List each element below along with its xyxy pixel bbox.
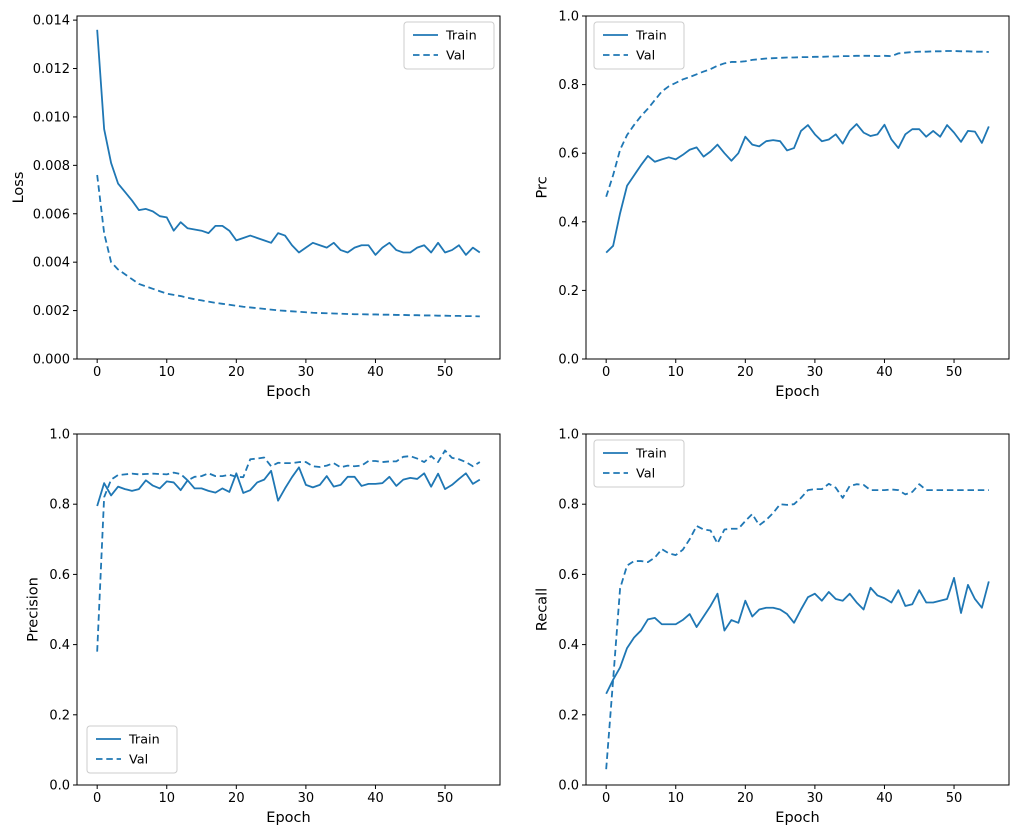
y-axis-label: Loss: [11, 172, 27, 204]
x-tick-label: 30: [807, 791, 824, 806]
legend-train-label: Train: [128, 733, 160, 748]
x-tick-label: 50: [437, 791, 454, 806]
y-tick-label: 0.0: [49, 779, 70, 794]
legend: Train Val: [86, 725, 178, 774]
y-tick-label: 0.6: [558, 147, 579, 162]
y-tick-label: 0.0: [558, 353, 579, 368]
x-tick-label: 20: [228, 791, 245, 806]
y-tick-label: 0.6: [49, 568, 70, 583]
x-tick-label: 30: [807, 365, 824, 380]
y-tick-label: 1.0: [49, 428, 70, 443]
train-line: [96, 466, 481, 507]
y-tick-label: 0.002: [33, 304, 70, 319]
legend: Train Val: [403, 21, 495, 70]
val-line: [605, 50, 989, 198]
y-tick-label: 0.8: [558, 498, 579, 513]
legend: Train Val: [593, 21, 685, 70]
plot-frame: [76, 15, 501, 360]
y-axis: 0.0 0.2 0.4 0.6 0.8 1.0: [49, 428, 77, 794]
val-line: [96, 174, 480, 318]
x-tick-label: 0: [602, 365, 610, 380]
legend-train-label: Train: [635, 29, 667, 44]
x-tick-label: 40: [367, 791, 384, 806]
plot-frame: [76, 433, 501, 786]
x-tick-label: 10: [158, 791, 175, 806]
y-tick-label: 0.8: [49, 498, 70, 513]
y-axis-label: Precision: [25, 577, 41, 642]
plot-frame: [585, 433, 1010, 786]
x-tick-label: 10: [667, 365, 684, 380]
legend-box: [593, 439, 685, 488]
y-axis: 0.0 0.2 0.4 0.6 0.8 1.0: [558, 10, 586, 368]
y-tick-label: 0.000: [33, 353, 70, 368]
y-tick-label: 0.4: [558, 215, 579, 230]
val-line: [605, 482, 989, 770]
x-tick-label: 50: [946, 365, 963, 380]
x-axis-label: Epoch: [775, 384, 819, 400]
y-tick-label: 0.8: [558, 78, 579, 93]
legend-val-label: Val: [636, 49, 655, 64]
y-tick-label: 0.008: [33, 159, 70, 174]
x-tick-label: 20: [737, 365, 754, 380]
y-tick-label: 0.2: [558, 708, 579, 723]
legend-train-label: Train: [635, 447, 667, 462]
y-tick-label: 0.2: [558, 284, 579, 299]
y-tick-label: 0.0: [558, 779, 579, 794]
y-tick-label: 0.004: [33, 256, 70, 271]
x-axis-label: Epoch: [266, 384, 310, 400]
legend-val-label: Val: [446, 49, 465, 64]
x-tick-label: 0: [93, 365, 101, 380]
x-tick-label: 20: [737, 791, 754, 806]
y-tick-label: 0.014: [33, 14, 70, 29]
y-tick-label: 0.006: [33, 207, 70, 222]
plot-frame: [585, 15, 1010, 360]
y-axis: 0.0 0.2 0.4 0.6 0.8 1.0: [558, 428, 586, 794]
y-tick-label: 0.4: [49, 638, 70, 653]
train-line: [605, 123, 990, 254]
x-axis: 0 10 20 30 40 50: [602, 785, 962, 806]
legend-box: [86, 725, 178, 774]
val-line: [96, 449, 481, 652]
x-axis: 0 10 20 30 40 50: [93, 359, 453, 380]
x-tick-label: 50: [946, 791, 963, 806]
x-axis-label: Epoch: [266, 810, 310, 826]
x-tick-label: 40: [876, 365, 893, 380]
train-line: [605, 577, 990, 695]
x-tick-label: 20: [228, 365, 245, 380]
legend-val-label: Val: [636, 467, 655, 482]
y-tick-label: 1.0: [558, 428, 579, 443]
y-tick-label: 0.012: [33, 62, 70, 77]
y-tick-label: 1.0: [558, 10, 579, 25]
y-axis: 0.000 0.002 0.004 0.006 0.008 0.010 0.012 0.014: [33, 14, 77, 368]
x-tick-label: 40: [367, 365, 384, 380]
train-line: [96, 29, 481, 256]
x-tick-label: 0: [602, 791, 610, 806]
prc-chart: 0 10 20 30 40 50 0.0 0.2 0.4 0.6 0.8 1.0 Epoch Prc Tra…: [534, 10, 1010, 400]
x-tick-label: 50: [437, 365, 454, 380]
legend: Train Val: [593, 439, 685, 488]
legend-box: [593, 21, 685, 70]
y-tick-label: 0.4: [558, 638, 579, 653]
precision-chart: 0 10 20 30 40 50 0.0 0.2 0.4 0.6 0.8 1.0 Epoch Precis…: [25, 428, 501, 826]
y-tick-label: 0.010: [33, 110, 70, 125]
x-axis-label: Epoch: [775, 810, 819, 826]
x-tick-label: 30: [298, 791, 315, 806]
loss-chart: 0 10 20 30 40 50 0.000 0.002 0.004 0.006 0.008 0.01…: [11, 14, 501, 400]
x-tick-label: 10: [667, 791, 684, 806]
legend-train-label: Train: [445, 29, 477, 44]
y-axis-label: Prc: [534, 176, 550, 198]
x-tick-label: 40: [876, 791, 893, 806]
x-tick-label: 0: [93, 791, 101, 806]
y-tick-label: 0.2: [49, 708, 70, 723]
x-tick-label: 30: [298, 365, 315, 380]
x-axis: 0 10 20 30 40 50: [93, 785, 453, 806]
recall-chart: 0 10 20 30 40 50 0.0 0.2 0.4 0.6 0.8 1.0 Epoch Recall…: [534, 428, 1010, 826]
y-tick-label: 0.6: [558, 568, 579, 583]
y-axis-label: Recall: [534, 588, 550, 631]
x-tick-label: 10: [158, 365, 175, 380]
legend-val-label: Val: [129, 753, 148, 768]
x-axis: 0 10 20 30 40 50: [602, 359, 962, 380]
legend-box: [403, 21, 495, 70]
